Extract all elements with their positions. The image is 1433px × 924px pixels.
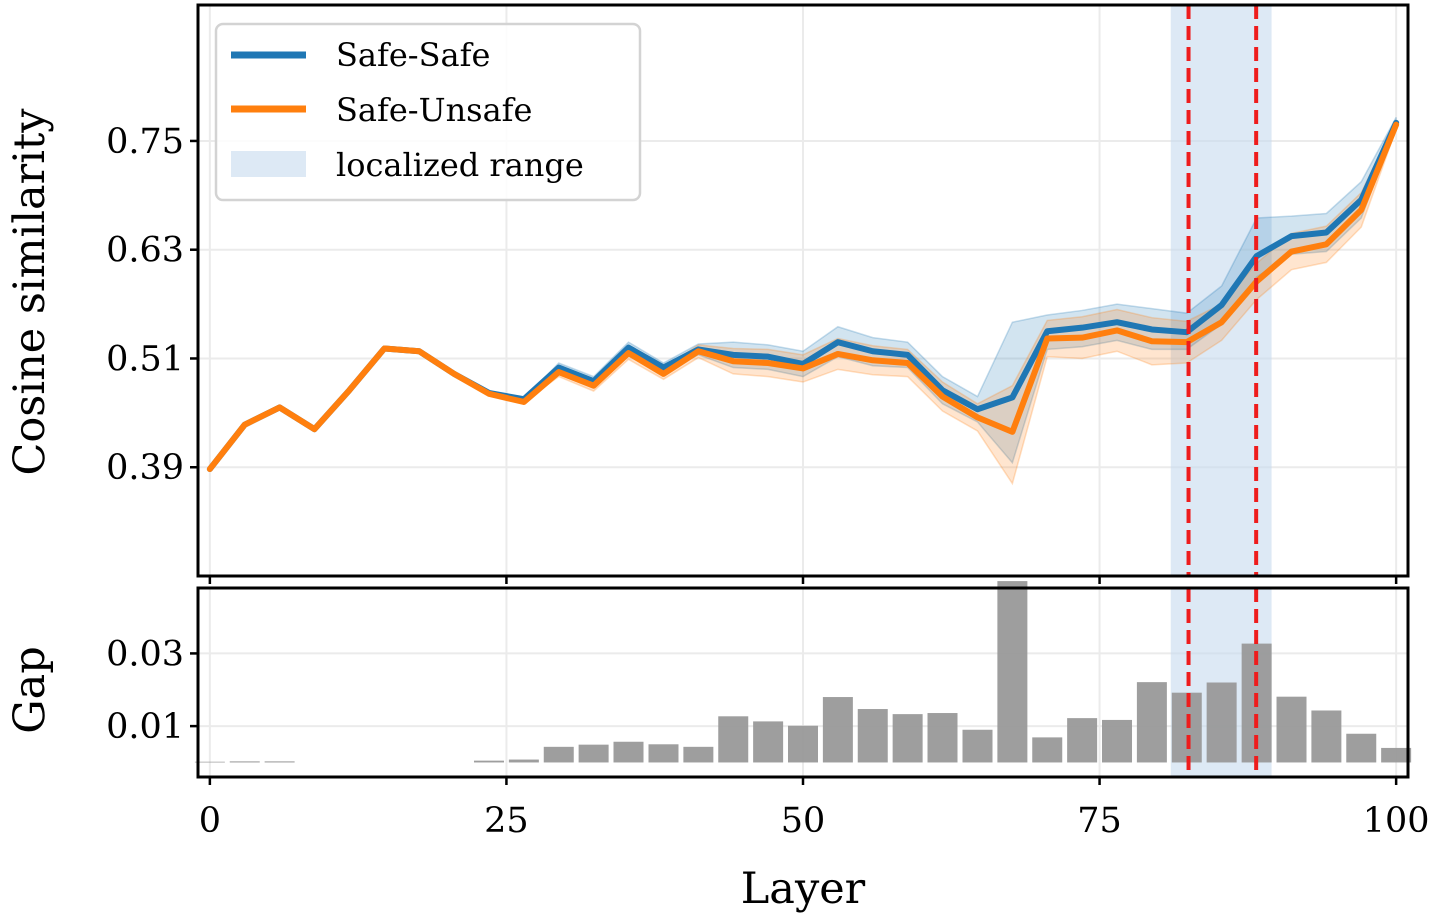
legend-frame bbox=[214, 22, 642, 202]
gap-bars bbox=[194, 581, 1412, 763]
gap-range-markers bbox=[1186, 588, 1259, 777]
y-tick-label: 0.01 bbox=[106, 707, 184, 747]
gap-bar bbox=[1136, 682, 1167, 763]
legend-label-safe-unsafe: Safe-Unsafe bbox=[336, 91, 532, 129]
gap-panel: 0.01 0.03 0 25 50 75 100 Gap Layer bbox=[5, 581, 1430, 914]
gap-bar bbox=[822, 697, 853, 763]
gap-bar bbox=[229, 761, 260, 763]
y-tick-label: 0.75 bbox=[106, 122, 184, 162]
gap-bar bbox=[1206, 682, 1237, 763]
gap-bar bbox=[194, 761, 225, 763]
gap-y-ticks: 0.01 0.03 bbox=[106, 634, 198, 747]
line-safe-unsafe bbox=[206, 121, 1400, 473]
gap-bar bbox=[1276, 696, 1307, 763]
y-tick-label: 0.63 bbox=[106, 231, 184, 271]
similarity-range-markers bbox=[1186, 5, 1259, 576]
gap-bar bbox=[788, 725, 818, 763]
y-tick-label: 0.03 bbox=[106, 634, 184, 674]
similarity-panel: 0.39 0.51 0.63 0.75 Cosine similarity Safe-… bbox=[5, 3, 1410, 584]
x-tick-label: 100 bbox=[1363, 801, 1430, 841]
gap-bar bbox=[1102, 719, 1133, 763]
gap-y-axis-title: Gap bbox=[5, 646, 55, 734]
gap-bar bbox=[1311, 710, 1342, 763]
gap-bar bbox=[1067, 718, 1098, 763]
gap-bar bbox=[962, 729, 993, 763]
legend-label-safe-safe: Safe-Safe bbox=[336, 36, 490, 74]
gap-bar bbox=[997, 581, 1028, 763]
gap-bar bbox=[1032, 737, 1063, 763]
gap-bar bbox=[264, 761, 295, 763]
x-tick-label: 75 bbox=[1077, 801, 1122, 841]
gap-bar bbox=[1381, 747, 1412, 763]
gap-bar bbox=[718, 716, 749, 763]
gap-bar bbox=[508, 759, 539, 763]
similarity-y-ticks: 0.39 0.51 0.63 0.75 bbox=[106, 122, 198, 488]
gap-bar bbox=[892, 714, 923, 763]
x-axis-title: Layer bbox=[741, 864, 866, 914]
y-tick-label: 0.39 bbox=[106, 448, 184, 488]
legend-swatch-localized-range bbox=[231, 151, 306, 177]
similarity-series-lines bbox=[206, 119, 1400, 473]
x-tick-label: 50 bbox=[781, 801, 826, 841]
y-tick-label: 0.51 bbox=[106, 339, 184, 379]
gap-bar bbox=[1346, 733, 1377, 763]
gap-bar bbox=[683, 746, 714, 763]
gap-bar bbox=[543, 746, 574, 763]
gap-x-ticks: 0 25 50 75 100 bbox=[199, 777, 1430, 841]
legend-label-localized-range: localized range bbox=[336, 146, 584, 184]
legend: Safe-Safe Safe-Unsafe localized range bbox=[214, 22, 642, 202]
gap-bar bbox=[578, 744, 609, 763]
gap-bar bbox=[857, 709, 888, 763]
x-tick-label: 0 bbox=[199, 801, 221, 841]
x-tick-label: 25 bbox=[484, 801, 529, 841]
gap-bar bbox=[753, 721, 784, 763]
gap-bar bbox=[473, 760, 504, 763]
similarity-x-ticks bbox=[208, 576, 1398, 584]
gap-bar bbox=[927, 713, 958, 763]
similarity-y-axis-title: Cosine similarity bbox=[5, 108, 55, 476]
gap-bar bbox=[613, 741, 644, 763]
gap-bar bbox=[648, 744, 679, 763]
